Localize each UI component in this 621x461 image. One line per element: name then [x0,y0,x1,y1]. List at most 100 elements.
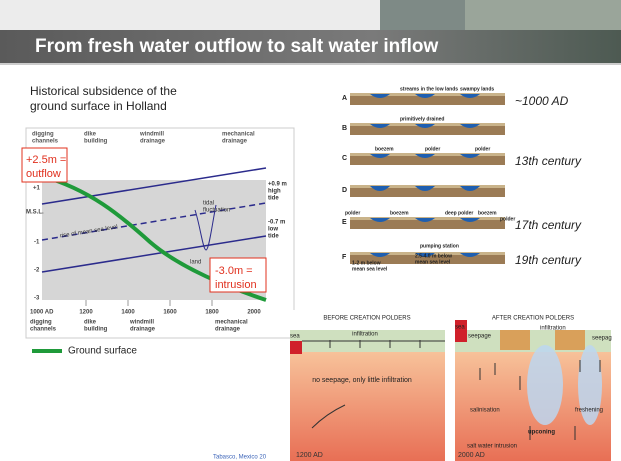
panel-title: BEFORE CREATION POLDERS [323,316,410,322]
water [370,253,390,257]
water [370,154,390,158]
row-letter: F [342,254,347,261]
callout [209,257,267,293]
x-label: 2000 [247,310,261,316]
water [460,124,480,128]
water [415,154,435,158]
profile-label: mean sea level [352,266,388,272]
stage-label: windmill [139,132,164,138]
profile-label: pumping station [420,243,459,249]
water [460,154,480,158]
low-tide-line [41,235,267,273]
tide-label: tide [268,234,279,240]
panel-texts: BEFORE CREATION POLDERS sea infiltration no… [290,316,612,459]
panel-label: sea [290,334,300,340]
row-letter: A [342,95,347,102]
photo [465,0,621,30]
stage-label: drainage [222,139,248,145]
profile-label: primitively drained [400,116,444,122]
stage-label: digging [30,320,52,326]
panel-label: salinisation [470,408,500,414]
panel-date: 1200 AD [296,452,323,459]
panel-label: sea [455,325,465,331]
era: 19th century [515,253,582,267]
water [415,186,435,191]
era: 17th century [515,218,582,232]
stage-label: channels [30,327,57,333]
grid [85,300,213,306]
x-label: 1400 [121,310,135,316]
annotation: fluctuation [203,208,230,214]
panel-title: AFTER CREATION POLDERS [492,316,574,322]
x-label: 1200 [79,310,93,316]
water [460,253,480,257]
water [460,94,480,98]
panel-label: infiltration [352,332,378,338]
stage-label: building [84,139,108,145]
row-letter: D [342,187,347,194]
x-label: 1600 [163,310,177,316]
legend-label: Ground surface [68,346,137,357]
stage-label: drainage [140,139,166,145]
row-letter: C [342,155,347,162]
stage-label: digging [32,132,54,138]
panel-label: seepag [592,336,612,342]
slide-title: From fresh water outflow to salt water i… [35,36,438,57]
panel-label: salt water intrusion [467,444,517,450]
heading: ground surface in Holland [30,99,167,113]
y-label: -1 [34,240,40,246]
title-bar [0,30,621,63]
callout-text: intrusion [215,279,257,291]
x-label: 1000 AD [30,310,54,316]
profile-label: 2.5-4.0 m below [415,253,452,259]
profile-label: polder [500,216,515,222]
high-tide-line [41,167,267,205]
y-label: -3 [34,296,40,302]
water [415,218,435,222]
callout [21,147,68,183]
x-label: 1800 [205,310,219,316]
profile-label: swampy lands [460,86,494,92]
water [460,186,480,191]
y-label: -2 [34,268,40,274]
profiles [350,93,505,264]
stage-label: drainage [130,327,156,333]
tide-label: low [268,227,278,233]
heading: Historical subsidence of the [30,84,177,98]
stage-label: mechanical [215,320,248,326]
stage-label: mechanical [222,132,255,138]
era: ~1000 AD [515,94,569,108]
profile-label: deep polder [445,210,473,216]
tide-label: tide [268,196,279,202]
panel-label: freshening [575,408,603,414]
era: 13th century [515,154,582,168]
row-letter: E [342,219,347,226]
y-label: +1 [33,186,41,192]
panel-label: no seepage, only little infiltration [312,377,412,384]
profile-label: polder [425,146,440,152]
water [370,94,390,98]
photo [380,0,465,30]
callout-text: +2.5m = [26,154,66,166]
stage-label: windmill [129,320,154,326]
profile-label: boezem [390,210,409,216]
stage-label: drainage [215,327,241,333]
water [460,218,480,222]
callout-text: -3.0m = [215,265,253,277]
callout-text: outflow [26,168,61,180]
profile-label: 1-2 m below [352,260,381,266]
profile-label: boezem [375,146,394,152]
water [370,186,390,191]
before-panel [290,310,445,461]
annotation: tidal [203,201,214,207]
y-label: M.S.L. [26,210,44,216]
profile-label: streams in the low lands [400,86,458,92]
profile-label: polder [475,146,490,152]
panel-label: infiltration [540,326,566,332]
tide-label: high [268,189,281,195]
stage-label: dike [84,132,97,138]
water [370,124,390,128]
water [415,253,435,257]
stage-label: building [84,327,108,333]
